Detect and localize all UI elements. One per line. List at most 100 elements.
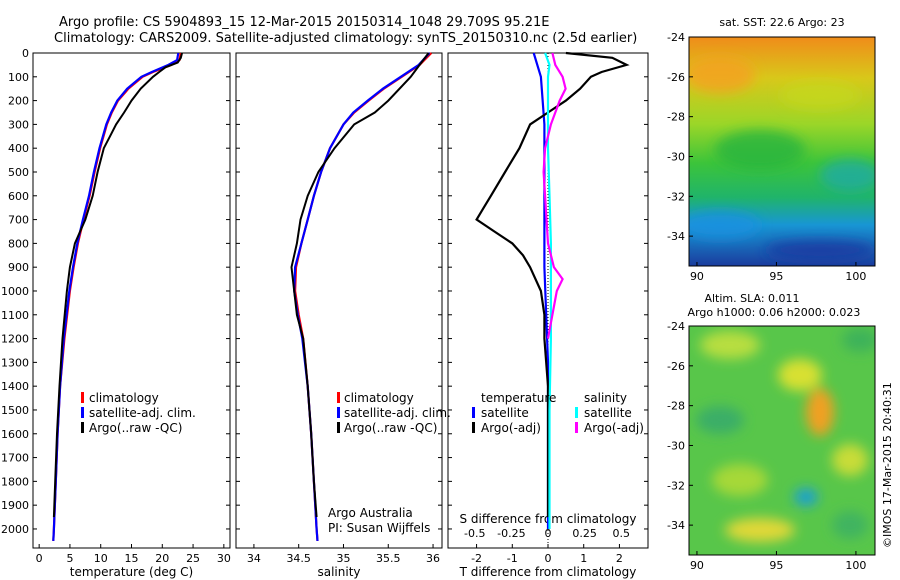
y-tick-label: 600 xyxy=(8,190,29,203)
x-tick-label: -2 xyxy=(471,552,482,565)
y-tick-label: 1400 xyxy=(1,380,29,393)
x-tick-label: 36 xyxy=(426,552,440,565)
sst-texture xyxy=(689,57,875,260)
map-x-tick-label: 90 xyxy=(690,559,704,572)
y-tick-label: 1800 xyxy=(1,475,29,488)
x2-tick-label: 0.25 xyxy=(572,527,597,540)
x-tick-label: 34 xyxy=(247,552,261,565)
x-tick-label: -1 xyxy=(507,552,518,565)
legend-title-salinity: salinity xyxy=(584,391,627,405)
legend-swatch-sal-argo xyxy=(575,422,578,433)
series-line-climatology xyxy=(293,52,433,541)
x-tick-label: 5 xyxy=(66,552,73,565)
legend-label-satellite: satellite-adj. clim. xyxy=(89,406,196,420)
legend-swatch-sal-satellite xyxy=(575,407,578,418)
map-y-tick-label: -26 xyxy=(667,360,685,373)
legend-label-climatology: climatology xyxy=(89,391,159,405)
y-tick-label: 2000 xyxy=(1,523,29,536)
map-y-tick-label: -24 xyxy=(667,31,685,44)
map-y-tick-label: -26 xyxy=(667,71,685,84)
map-x-tick-label: 100 xyxy=(845,559,866,572)
map-y-tick-label: -32 xyxy=(667,479,685,492)
x-tick-label: 0 xyxy=(545,552,552,565)
x-tick-label: 1 xyxy=(580,552,587,565)
x-tick-label: 25 xyxy=(186,552,200,565)
legend-label-climatology: climatology xyxy=(344,391,414,405)
y-tick-label: 1000 xyxy=(1,285,29,298)
legend-label-temp-argo: Argo(-adj) xyxy=(481,421,541,435)
x-tick-label: 20 xyxy=(155,552,169,565)
legend-label-argo: Argo(..raw -QC) xyxy=(344,421,437,435)
y-tick-label: 500 xyxy=(8,166,29,179)
legend-label-satellite: satellite-adj. clim. xyxy=(344,406,451,420)
sla-texture xyxy=(696,328,875,542)
map-y-tick-label: -34 xyxy=(667,230,685,243)
x2-tick-label: -0.25 xyxy=(497,527,525,540)
legend-swatch-climatology xyxy=(81,392,84,403)
series-line-satellite-adj-clim- xyxy=(293,52,431,541)
sla-map-subtitle: Argo h1000: 0.06 h2000: 0.023 xyxy=(688,306,861,319)
y-tick-label: 100 xyxy=(8,71,29,84)
map-y-tick-label: -30 xyxy=(667,439,685,452)
legend-title-temperature: temperature xyxy=(481,391,556,405)
legend-swatch-temp-argo xyxy=(472,422,475,433)
series-line-argo-raw-qc- xyxy=(52,52,183,518)
map-x-tick-label: 95 xyxy=(769,270,783,283)
legend-swatch-argo xyxy=(81,422,84,433)
legend-swatch-temp-satellite xyxy=(472,407,475,418)
header-line1: Argo profile: CS 5904893_15 12-Mar-2015 … xyxy=(59,15,549,30)
y-tick-label: 1300 xyxy=(1,356,29,369)
credit-text: ©IMOS 17-Mar-2015 20:40:31 xyxy=(881,382,894,548)
temperature-panel: 0100200300400500600700800900100011001200… xyxy=(1,47,231,579)
x-tick-label: 35.5 xyxy=(376,552,401,565)
salinity-legend: climatology satellite-adj. clim. Argo(..… xyxy=(328,391,451,535)
y-tick-label: 300 xyxy=(8,118,29,131)
annotation-pi: PI: Susan Wijffels xyxy=(328,521,430,535)
x-tick-label: 15 xyxy=(125,552,139,565)
annotation-argo-australia: Argo Australia xyxy=(328,506,413,520)
series-line-temperature-argo-adj- xyxy=(475,51,630,518)
sst-map: sat. SST: 22.6 Argo: 23 -24 -26 -28 -30 -32 -… xyxy=(667,16,876,283)
y-tick-label: 1700 xyxy=(1,452,29,465)
y-tick-label: 900 xyxy=(8,261,29,274)
x-tick-label: 35 xyxy=(336,552,350,565)
x-tick-label: 34.5 xyxy=(286,552,311,565)
legend-label-sal-satellite: satellite xyxy=(584,406,632,420)
series-line-salinity-argo-adj- xyxy=(542,52,567,339)
series-line-climatology xyxy=(52,52,182,541)
y-tick-label: 800 xyxy=(8,237,29,250)
map-x-tick-label: 90 xyxy=(690,270,704,283)
x-tick-label: 10 xyxy=(94,552,108,565)
map-x-tick-label: 100 xyxy=(845,270,866,283)
temperature-legend: climatology satellite-adj. clim. Argo(..… xyxy=(81,391,196,435)
y-tick-label: 700 xyxy=(8,214,29,227)
x2-tick-label: 0.5 xyxy=(612,527,630,540)
x-tick-label: 30 xyxy=(217,552,231,565)
x-axis-label: salinity xyxy=(317,565,360,579)
y-tick-label: 1900 xyxy=(1,499,29,512)
plot-frame xyxy=(235,52,443,549)
y-tick-label: 1200 xyxy=(1,333,29,346)
map-y-tick-label: -32 xyxy=(667,190,685,203)
header-line2: Climatology: CARS2009. Satellite-adjuste… xyxy=(54,31,637,46)
y-tick-label: 1600 xyxy=(1,428,29,441)
legend-label-argo: Argo(..raw -QC) xyxy=(89,421,182,435)
legend-swatch-argo xyxy=(337,422,340,433)
map-y-tick-label: -28 xyxy=(667,111,685,124)
legend-swatch-satellite xyxy=(337,407,340,418)
y-tick-label: 0 xyxy=(22,47,29,60)
sla-map: Altim. SLA: 0.011 Argo h1000: 0.06 h2000… xyxy=(667,292,876,572)
legend-label-sal-argo: Argo(-adj) xyxy=(584,421,644,435)
salinity-panel: 34 34.5 35 35.5 36 salinity xyxy=(235,52,443,579)
y-tick-label: 1500 xyxy=(1,404,29,417)
x-axis-label: temperature (deg C) xyxy=(70,565,193,579)
legend-swatch-climatology xyxy=(337,392,340,403)
difference-legend: temperature satellite Argo(-adj) salinit… xyxy=(472,391,644,435)
map-y-tick-label: -24 xyxy=(667,320,685,333)
sst-map-title: sat. SST: 22.6 Argo: 23 xyxy=(719,16,844,29)
map-y-tick-label: -30 xyxy=(667,150,685,163)
x-tick-label: 2 xyxy=(616,552,623,565)
difference-panel: -2 -1 0 1 2T difference from climatology -0.5… xyxy=(447,51,649,579)
y-tick-label: 400 xyxy=(8,142,29,155)
